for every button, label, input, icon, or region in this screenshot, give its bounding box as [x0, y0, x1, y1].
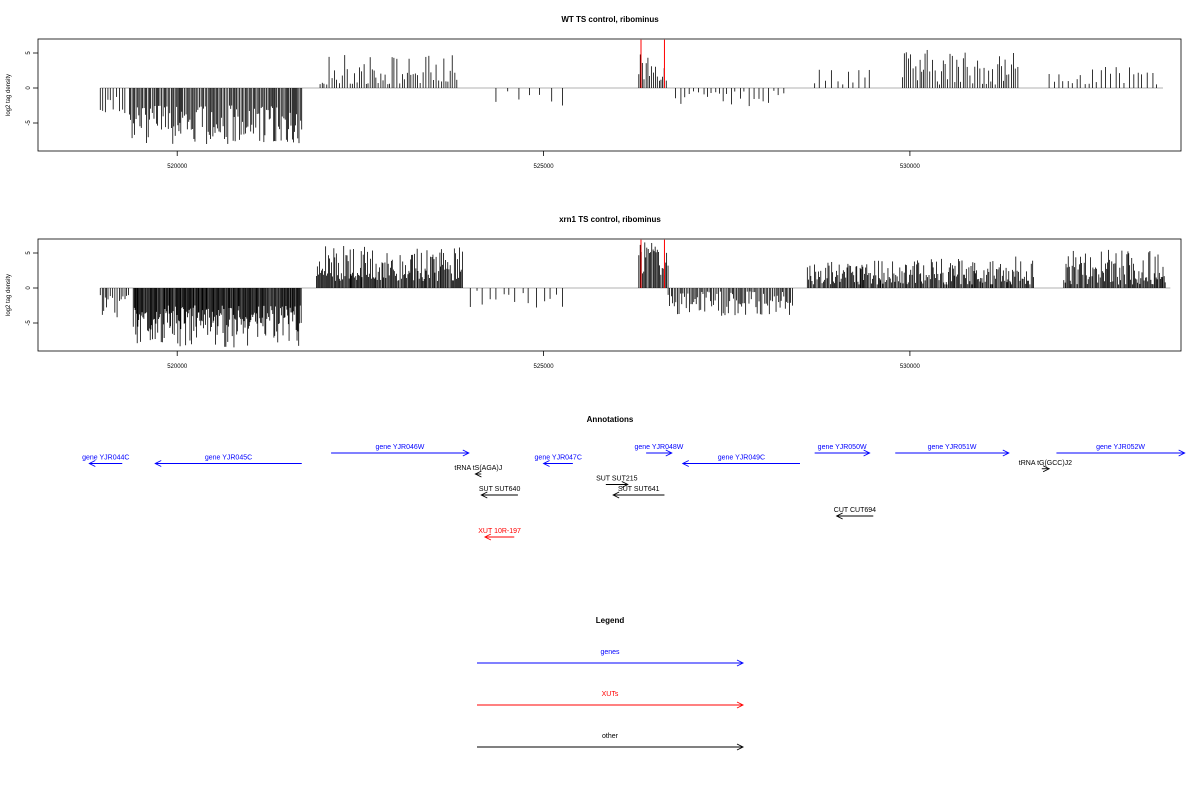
y-tick-label: -5 [26, 120, 32, 126]
annotation-arrow [895, 449, 1010, 457]
annotation-arrow [483, 533, 515, 541]
y-tick-label: 5 [26, 251, 32, 255]
annotation-label: gene YJR052W [1096, 444, 1145, 451]
annotation-arrow [681, 460, 800, 467]
x-tick-label: 520000 [167, 164, 188, 170]
arrow-head [1178, 449, 1186, 457]
arrow-head [480, 491, 488, 499]
annotation-label: XUT 10R-197 [478, 528, 521, 535]
arrow-head [736, 659, 745, 667]
annotation-arrow [542, 460, 573, 467]
annotation-label: gene YJR051W [928, 444, 977, 451]
y-tick-label: -5 [26, 320, 32, 326]
panel-1-title: WT TS control, ribominus [561, 15, 659, 24]
annotation-label: gene YJR044C [82, 455, 129, 462]
data-bars [99, 49, 1157, 144]
annotation-label: SUT SUT641 [618, 486, 660, 493]
annotation-label: gene YJR047C [535, 455, 582, 462]
annotations-track: gene YJR044C gene YJR045C gene YJR046W gene… [82, 444, 1186, 541]
y-tick-label: 0 [26, 286, 32, 290]
plot-frame [37, 38, 1182, 152]
annotation-arrow [605, 481, 629, 488]
x-tick-label: 525000 [534, 164, 555, 170]
legend-arrow [477, 659, 745, 667]
y-tick-label: 0 [26, 86, 32, 90]
x-tick-label: 530000 [900, 364, 921, 370]
arrow-head [665, 449, 673, 457]
arrow-head [154, 460, 162, 467]
y-axis-label: log2 tag density [6, 74, 12, 116]
annotation-arrow [1056, 449, 1186, 457]
plot-frame [37, 238, 1182, 352]
legend-arrow [477, 701, 745, 709]
legend-arrow [477, 743, 745, 751]
annotation-label: gene YJR049C [718, 455, 765, 462]
annotation-arrow [1041, 465, 1051, 473]
arrow-head [621, 481, 629, 488]
annotation-arrow [474, 470, 482, 478]
annotation-label: CUT CUT694 [834, 507, 876, 514]
annotation-arrow [612, 491, 665, 499]
annotation-arrow [88, 460, 123, 467]
annotation-arrow [835, 512, 874, 520]
legend-label: XUTs [602, 691, 619, 698]
annotation-arrow [814, 449, 871, 457]
arrow-head [736, 743, 745, 751]
annotation-arrow [480, 491, 518, 499]
legend-title: Legend [596, 616, 625, 625]
annotation-label: SUT SUT215 [596, 476, 638, 483]
arrow-head [1002, 449, 1010, 457]
annotation-label: SUT SUT640 [479, 486, 521, 493]
arrow-head [1042, 465, 1051, 473]
x-tick-label: 520000 [167, 364, 188, 370]
arrow-head [612, 491, 620, 499]
annotation-label: gene YJR050W [818, 444, 867, 451]
annotation-label: tRNA tS(AGA)J [454, 465, 502, 472]
annotations-title: Annotations [587, 415, 634, 424]
arrow-head [462, 449, 470, 457]
annotation-label: gene YJR046W [375, 444, 424, 451]
annotation-arrow [331, 449, 470, 457]
annotation-arrow [646, 449, 673, 457]
legend: genes XUTs other [477, 649, 745, 751]
legend-label: genes [600, 649, 620, 656]
annotation-arrow [154, 460, 302, 467]
annotation-label: gene YJR045C [205, 455, 252, 462]
x-tick-label: 525000 [534, 364, 555, 370]
annotation-label: gene YJR048W [635, 444, 684, 451]
arrow-head [736, 701, 745, 709]
y-axis-label: log2 tag density [6, 274, 12, 316]
legend-label: other [602, 733, 619, 740]
x-tick-label: 530000 [900, 164, 921, 170]
panel-2-plot: 520000 525000 530000 -5 0 5 log2 tag density [6, 238, 1182, 370]
data-bars [99, 242, 1166, 348]
arrow-head [542, 460, 550, 467]
arrow-head [863, 449, 871, 457]
panel-2-title: xrn1 TS control, ribominus [559, 215, 661, 224]
arrow-head [474, 470, 482, 478]
arrow-head [835, 512, 843, 520]
y-tick-label: 5 [26, 51, 32, 55]
arrow-head [88, 460, 96, 467]
arrow-head [681, 460, 689, 467]
panel-1-plot: 520000 525000 530000 -5 0 5 log2 tag density [6, 38, 1182, 170]
annotation-label: tRNA tG(GCC)J2 [1019, 460, 1072, 467]
arrow-head [483, 533, 492, 541]
